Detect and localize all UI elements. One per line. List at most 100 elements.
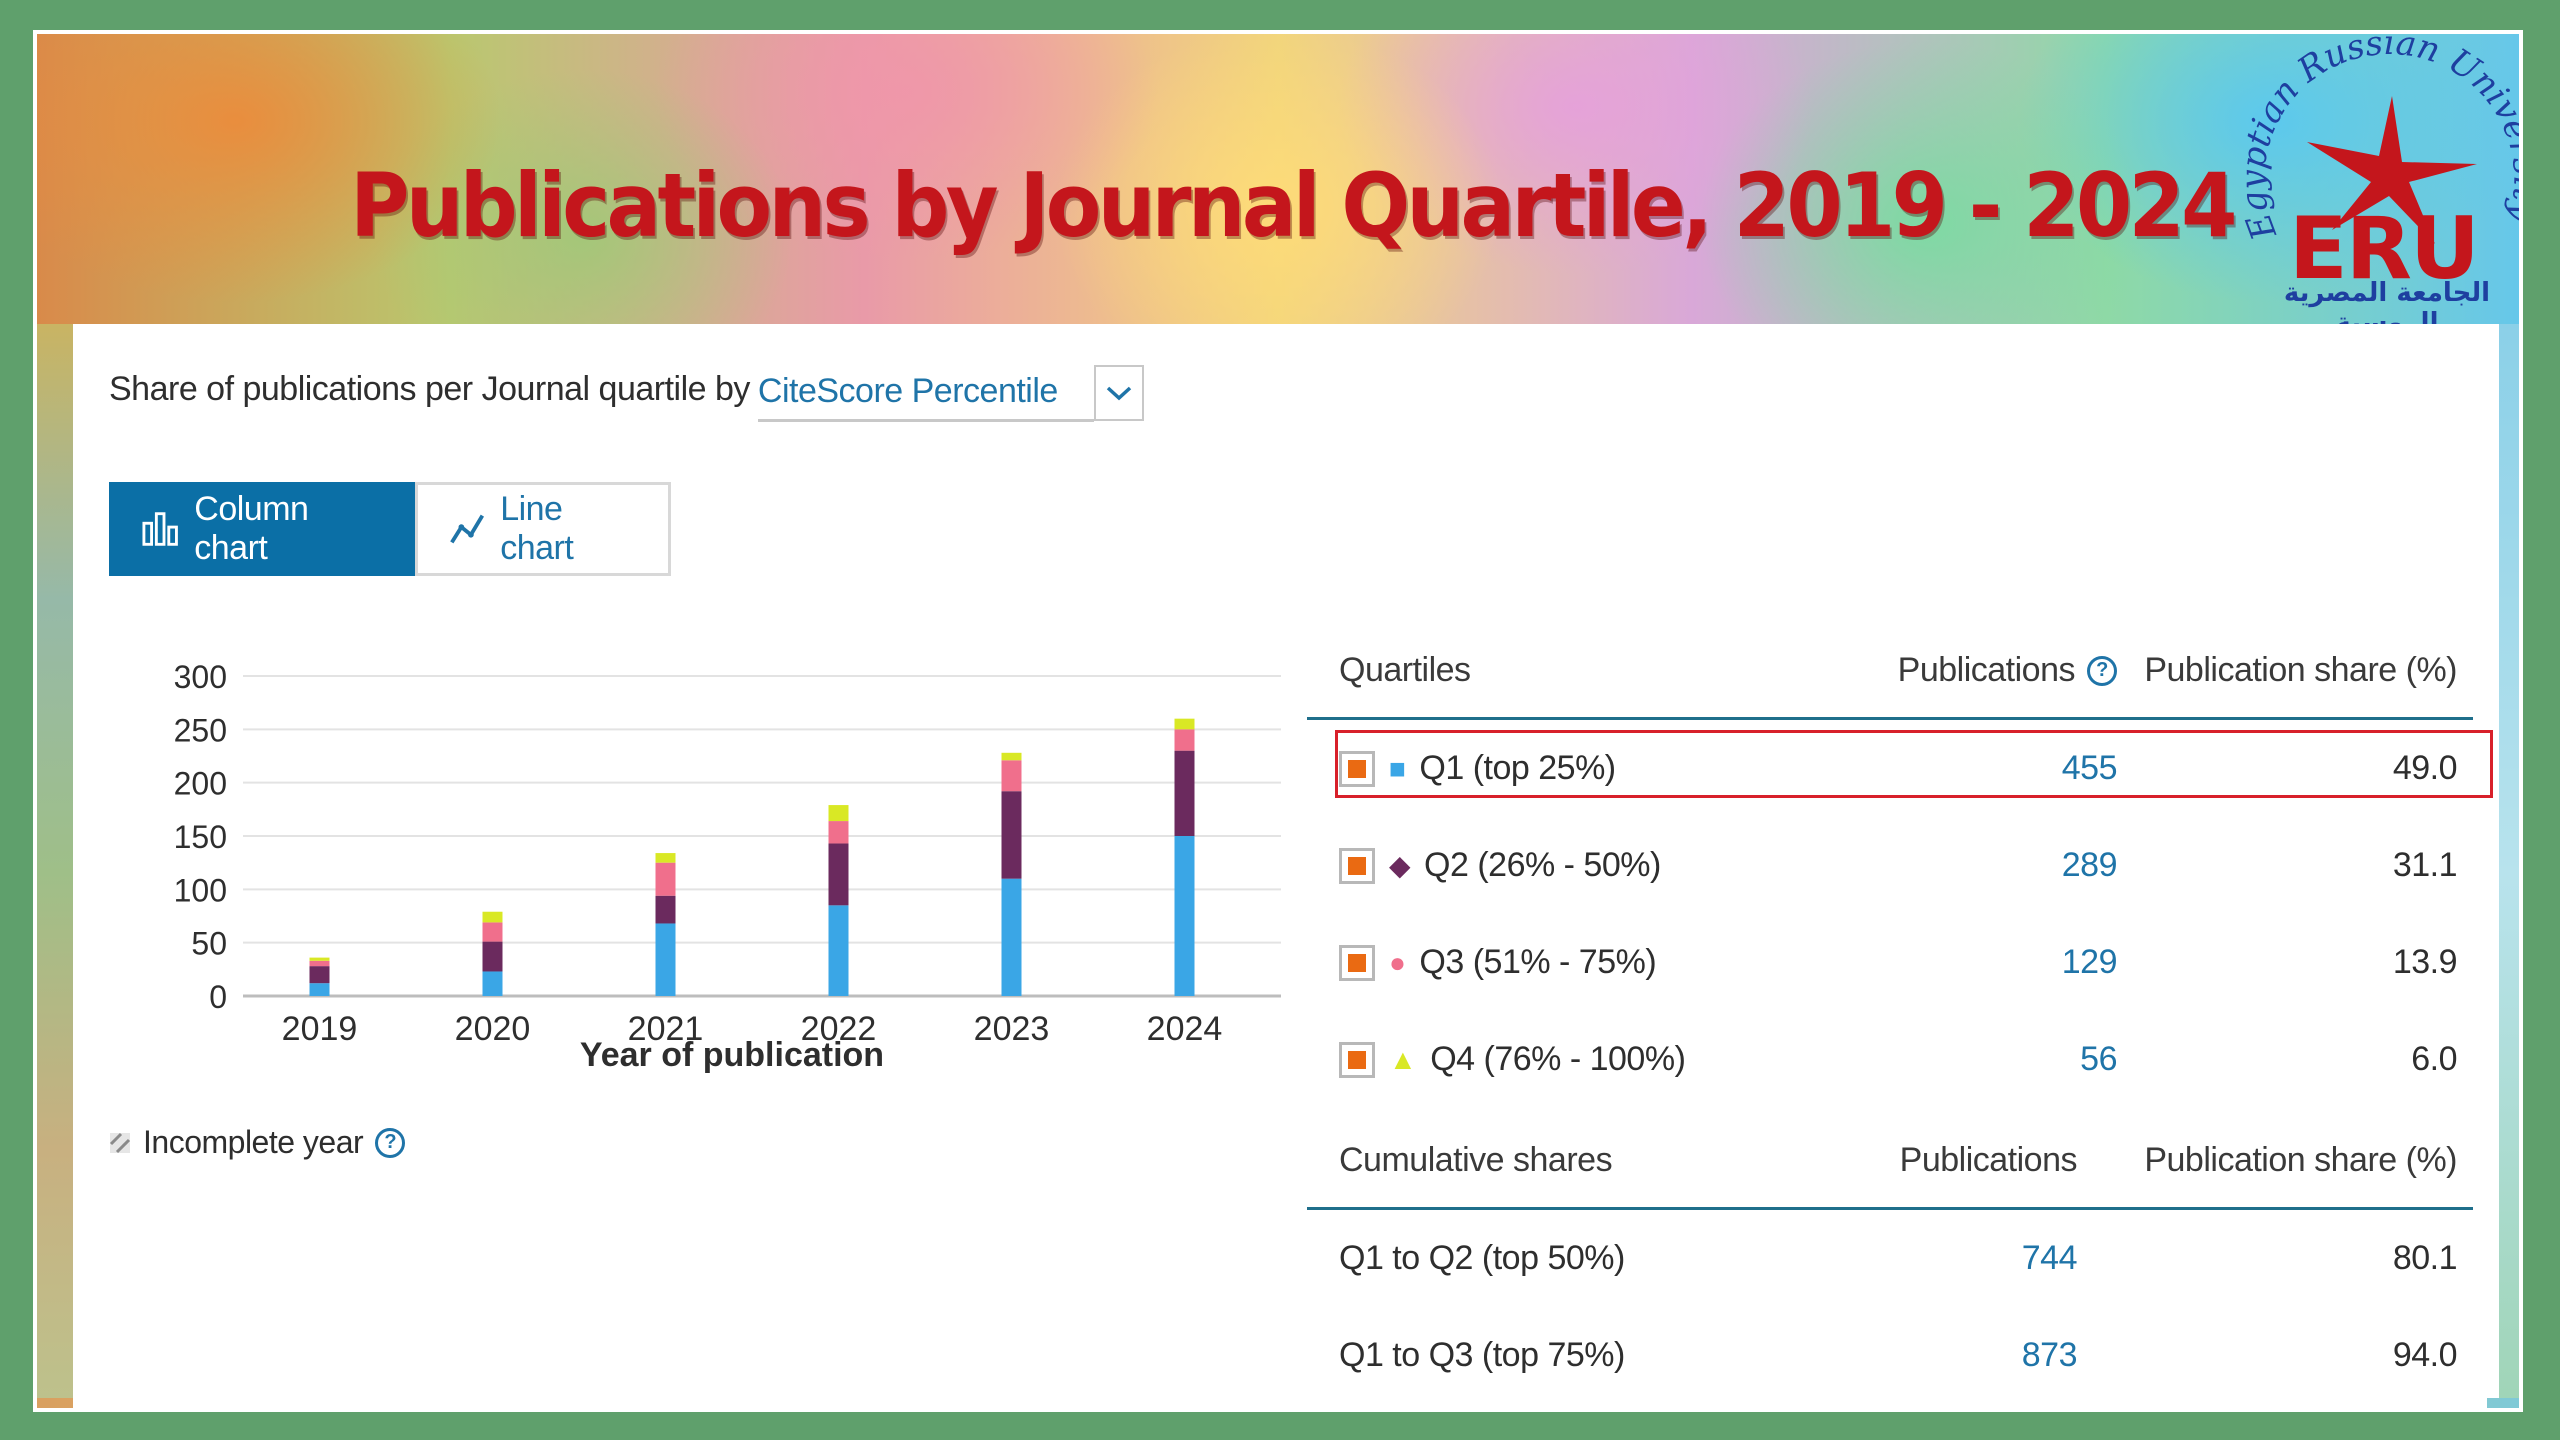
x-axis-ticks: 2019 2020 2021 2022 2023 2024	[282, 1010, 1223, 1048]
slide-title: Publications by Journal Quartile, 2019 -…	[350, 154, 2237, 257]
share-value: 31.1	[2392, 846, 2458, 884]
bar-segment-3-2021[interactable]	[655, 862, 676, 896]
bar-segment-1-2021[interactable]	[655, 923, 676, 996]
bar-segment-4-2021[interactable]	[655, 853, 676, 863]
quartile-cell: ▲ Q4 (76% - 100%)	[1307, 1040, 1827, 1079]
line-chart-button[interactable]: Line chart	[415, 482, 671, 576]
series-marker-icon: ■	[1389, 752, 1406, 784]
bar-segment-2-2020[interactable]	[482, 941, 503, 972]
bar-segment-3-2023[interactable]	[1001, 760, 1022, 792]
bar-segment-2-2021[interactable]	[655, 895, 676, 924]
hatch-icon	[109, 1132, 131, 1153]
x-tick-label: 2022	[801, 1010, 877, 1048]
header-publications: Publications ?	[1827, 651, 2117, 690]
quartile-rows: ■ Q1 (top 25%) 455 49.0 ◆ Q2 (26% - 50%) 289 31…	[1307, 720, 2493, 1108]
x-tick-label: 2023	[974, 1010, 1050, 1048]
header-share: Publication share (%)	[2144, 651, 2457, 689]
y-tick-label: 300	[174, 659, 227, 695]
quartile-label: Q1 (top 25%)	[1419, 749, 1616, 787]
banner-background	[37, 34, 2519, 324]
bar-segment-4-2020[interactable]	[482, 911, 503, 923]
table-header: Quartiles Publications ? Publication sha…	[1307, 624, 2473, 720]
bar-segment-4-2024[interactable]	[1174, 718, 1195, 730]
quartile-row: ▲ Q4 (76% - 100%) 56 6.0	[1307, 1011, 2473, 1108]
series-marker-icon: ◆	[1389, 850, 1411, 881]
y-tick-label: 250	[174, 712, 227, 748]
publications-link[interactable]: 56	[2080, 1040, 2117, 1078]
bar-segment-4-2023[interactable]	[1001, 752, 1022, 761]
series-checkbox[interactable]	[1339, 1041, 1375, 1078]
right-decor-strip	[2499, 324, 2519, 1408]
publications-link[interactable]: 455	[2061, 749, 2118, 787]
header-cumulative-publications: Publications	[1899, 1141, 2078, 1179]
checkbox-fill	[1348, 953, 1366, 972]
header-cumulative-share: Publication share (%)	[2144, 1141, 2457, 1179]
cumulative-row: Q1 to Q2 (top 50%) 744 80.1	[1307, 1210, 2473, 1307]
cumulative-header: Cumulative shares Publications Publicati…	[1307, 1114, 2473, 1210]
bar-segment-2-2024[interactable]	[1174, 750, 1195, 836]
bar-segment-1-2023[interactable]	[1001, 878, 1022, 996]
q1-highlight-box	[1335, 730, 2493, 798]
logo-star-icon	[2307, 96, 2477, 244]
bar-segment-1-2020[interactable]	[482, 971, 503, 996]
quartile-cell: ◆ Q2 (26% - 50%)	[1307, 846, 1827, 885]
quartile-row: ◆ Q2 (26% - 50%) 289 31.1	[1307, 817, 2473, 914]
cumulative-label: Q1 to Q3 (top 75%)	[1339, 1336, 1625, 1374]
y-tick-label: 200	[174, 766, 227, 802]
y-tick-label: 150	[174, 819, 227, 855]
cumulative-publications-link[interactable]: 744	[2021, 1239, 2078, 1277]
publications-link[interactable]: 129	[2061, 943, 2118, 981]
help-icon[interactable]: ?	[375, 1127, 406, 1158]
share-value: 6.0	[2411, 1040, 2457, 1078]
header-cumulative: Cumulative shares	[1339, 1141, 1613, 1179]
cumulative-row: Q1 to Q3 (top 75%) 873 94.0	[1307, 1307, 2473, 1404]
publications-link[interactable]: 289	[2061, 846, 2118, 884]
incomplete-year-legend: Incomplete year ?	[109, 1124, 406, 1161]
series-checkbox[interactable]	[1339, 847, 1375, 884]
logo-abbr: ERU	[2289, 199, 2480, 299]
x-tick-label: 2021	[628, 1010, 704, 1048]
bar-segment-1-2022[interactable]	[828, 905, 849, 996]
quartile-cell: ■ Q1 (top 25%)	[1307, 749, 1827, 788]
y-tick-label: 0	[209, 979, 227, 1015]
incomplete-year-label: Incomplete year	[143, 1124, 364, 1160]
bar-segment-3-2024[interactable]	[1174, 729, 1195, 751]
slide-frame: Publications by Journal Quartile, 2019 -…	[33, 30, 2523, 1412]
line-chart-icon	[450, 514, 485, 544]
bar-segment-2-2022[interactable]	[828, 843, 849, 906]
logo-arc-graphic: Egyptian Russian University	[2237, 34, 2519, 246]
bar-segment-3-2020[interactable]	[482, 922, 503, 942]
series-checkbox[interactable]	[1339, 944, 1375, 981]
quartile-label: Q2 (26% - 50%)	[1424, 846, 1661, 884]
series-checkbox[interactable]	[1339, 750, 1375, 787]
selector-value[interactable]: CiteScore Percentile	[757, 372, 1094, 422]
bar-segment-4-2022[interactable]	[828, 805, 849, 822]
cumulative-publications-link[interactable]: 873	[2021, 1336, 2078, 1374]
column-chart-label: Column chart	[194, 490, 309, 567]
quartile-label: Q3 (51% - 75%)	[1419, 943, 1657, 981]
quartile-row: ■ Q1 (top 25%) 455 49.0	[1307, 720, 2493, 817]
bar-segment-3-2019[interactable]	[309, 960, 330, 967]
checkbox-fill	[1348, 1050, 1366, 1069]
column-chart-button[interactable]: Column chart	[109, 482, 415, 576]
quartile-row: ● Q3 (51% - 75%) 129 13.9	[1307, 914, 2473, 1011]
share-value: 13.9	[2392, 943, 2458, 981]
eru-logo: Egyptian Russian University ERU الجامعة …	[2237, 34, 2519, 338]
bar-segment-1-2024[interactable]	[1174, 836, 1195, 996]
bar-segment-2-2023[interactable]	[1001, 791, 1022, 879]
bar-segment-1-2019[interactable]	[309, 983, 330, 996]
cumulative-rows: Q1 to Q2 (top 50%) 744 80.1 Q1 to Q3 (top 7…	[1307, 1210, 2487, 1404]
column-chart-icon	[142, 512, 178, 546]
help-icon[interactable]: ?	[2087, 655, 2117, 686]
cumulative-label: Q1 to Q2 (top 50%)	[1339, 1239, 1625, 1277]
cumulative-share-value: 94.0	[2392, 1336, 2458, 1374]
x-tick-label: 2019	[282, 1010, 358, 1048]
x-tick-label: 2024	[1147, 1010, 1223, 1048]
chart-type-toggle: Column chart Line chart	[109, 482, 671, 576]
quartile-label: Q4 (76% - 100%)	[1430, 1040, 1686, 1078]
chevron-down-icon[interactable]	[1093, 365, 1144, 421]
bar-segment-2-2019[interactable]	[309, 966, 330, 984]
bar-segment-3-2022[interactable]	[828, 821, 849, 844]
bar-segment-4-2019[interactable]	[309, 957, 330, 961]
